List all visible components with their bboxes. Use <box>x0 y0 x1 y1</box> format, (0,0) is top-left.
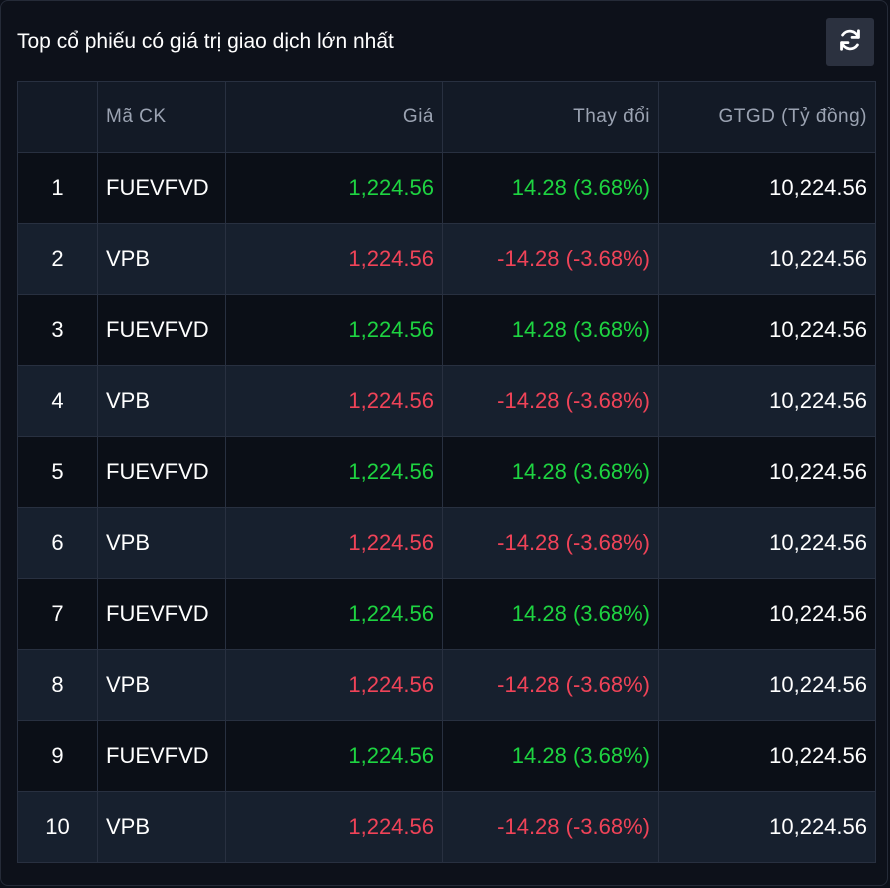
stock-table: Mã CK Giá Thay đổi GTGD (Tỷ đồng) 1 FUEVF… <box>17 81 876 863</box>
stock-change: -14.28 (-3.68%) <box>442 649 659 721</box>
stock-code: VPB <box>97 649 226 721</box>
row-index: 6 <box>17 507 98 579</box>
table-row[interactable]: 10 VPB 1,224.56 -14.28 (-3.68%) 10,224.56 <box>17 791 876 863</box>
table-header-row: Mã CK Giá Thay đổi GTGD (Tỷ đồng) <box>17 81 876 153</box>
stock-code: FUEVFVD <box>97 720 226 792</box>
row-index: 10 <box>17 791 98 863</box>
trade-value: 10,224.56 <box>658 152 876 224</box>
refresh-button[interactable] <box>826 18 874 66</box>
trade-value: 10,224.56 <box>658 649 876 721</box>
stock-change: -14.28 (-3.68%) <box>442 223 659 295</box>
stock-change: -14.28 (-3.68%) <box>442 365 659 437</box>
table-row[interactable]: 9 FUEVFVD 1,224.56 14.28 (3.68%) 10,224.56 <box>17 720 876 792</box>
stock-code: VPB <box>97 365 226 437</box>
table-row[interactable]: 8 VPB 1,224.56 -14.28 (-3.68%) 10,224.56 <box>17 649 876 721</box>
row-index: 4 <box>17 365 98 437</box>
header-change[interactable]: Thay đổi <box>442 81 659 153</box>
row-index: 3 <box>17 294 98 366</box>
stock-code: FUEVFVD <box>97 436 226 508</box>
trade-value: 10,224.56 <box>658 223 876 295</box>
stock-change: 14.28 (3.68%) <box>442 578 659 650</box>
stock-price: 1,224.56 <box>225 720 443 792</box>
table-row[interactable]: 7 FUEVFVD 1,224.56 14.28 (3.68%) 10,224.56 <box>17 578 876 650</box>
table-row[interactable]: 6 VPB 1,224.56 -14.28 (-3.68%) 10,224.56 <box>17 507 876 579</box>
stock-code: FUEVFVD <box>97 294 226 366</box>
table-row[interactable]: 2 VPB 1,224.56 -14.28 (-3.68%) 10,224.56 <box>17 223 876 295</box>
stock-code: VPB <box>97 223 226 295</box>
trade-value: 10,224.56 <box>658 507 876 579</box>
table-row[interactable]: 3 FUEVFVD 1,224.56 14.28 (3.68%) 10,224.56 <box>17 294 876 366</box>
trade-value: 10,224.56 <box>658 365 876 437</box>
stock-code: FUEVFVD <box>97 152 226 224</box>
row-index: 7 <box>17 578 98 650</box>
stock-change: 14.28 (3.68%) <box>442 152 659 224</box>
refresh-icon <box>837 27 863 58</box>
row-index: 1 <box>17 152 98 224</box>
table-row[interactable]: 1 FUEVFVD 1,224.56 14.28 (3.68%) 10,224.56 <box>17 152 876 224</box>
trade-value: 10,224.56 <box>658 720 876 792</box>
row-index: 9 <box>17 720 98 792</box>
trade-value: 10,224.56 <box>658 578 876 650</box>
panel-title: Top cổ phiếu có giá trị giao dịch lớn nh… <box>17 30 394 53</box>
stock-code: FUEVFVD <box>97 578 226 650</box>
row-index: 8 <box>17 649 98 721</box>
stock-price: 1,224.56 <box>225 223 443 295</box>
stock-change: -14.28 (-3.68%) <box>442 507 659 579</box>
stock-price: 1,224.56 <box>225 294 443 366</box>
stock-change: 14.28 (3.68%) <box>442 436 659 508</box>
header-index <box>17 81 98 153</box>
stock-price: 1,224.56 <box>225 791 443 863</box>
table-row[interactable]: 5 FUEVFVD 1,224.56 14.28 (3.68%) 10,224.56 <box>17 436 876 508</box>
stock-price: 1,224.56 <box>225 436 443 508</box>
trade-value: 10,224.56 <box>658 294 876 366</box>
stock-change: 14.28 (3.68%) <box>442 294 659 366</box>
stock-price: 1,224.56 <box>225 365 443 437</box>
trade-value: 10,224.56 <box>658 791 876 863</box>
stock-code: VPB <box>97 507 226 579</box>
stock-price: 1,224.56 <box>225 152 443 224</box>
stock-price: 1,224.56 <box>225 649 443 721</box>
trade-value: 10,224.56 <box>658 436 876 508</box>
stock-change: -14.28 (-3.68%) <box>442 791 659 863</box>
row-index: 5 <box>17 436 98 508</box>
stock-price: 1,224.56 <box>225 578 443 650</box>
header-code[interactable]: Mã CK <box>97 81 226 153</box>
header-price[interactable]: Giá <box>225 81 443 153</box>
row-index: 2 <box>17 223 98 295</box>
header-value[interactable]: GTGD (Tỷ đồng) <box>658 81 876 153</box>
stock-price: 1,224.56 <box>225 507 443 579</box>
stock-change: 14.28 (3.68%) <box>442 720 659 792</box>
stock-code: VPB <box>97 791 226 863</box>
table-row[interactable]: 4 VPB 1,224.56 -14.28 (-3.68%) 10,224.56 <box>17 365 876 437</box>
